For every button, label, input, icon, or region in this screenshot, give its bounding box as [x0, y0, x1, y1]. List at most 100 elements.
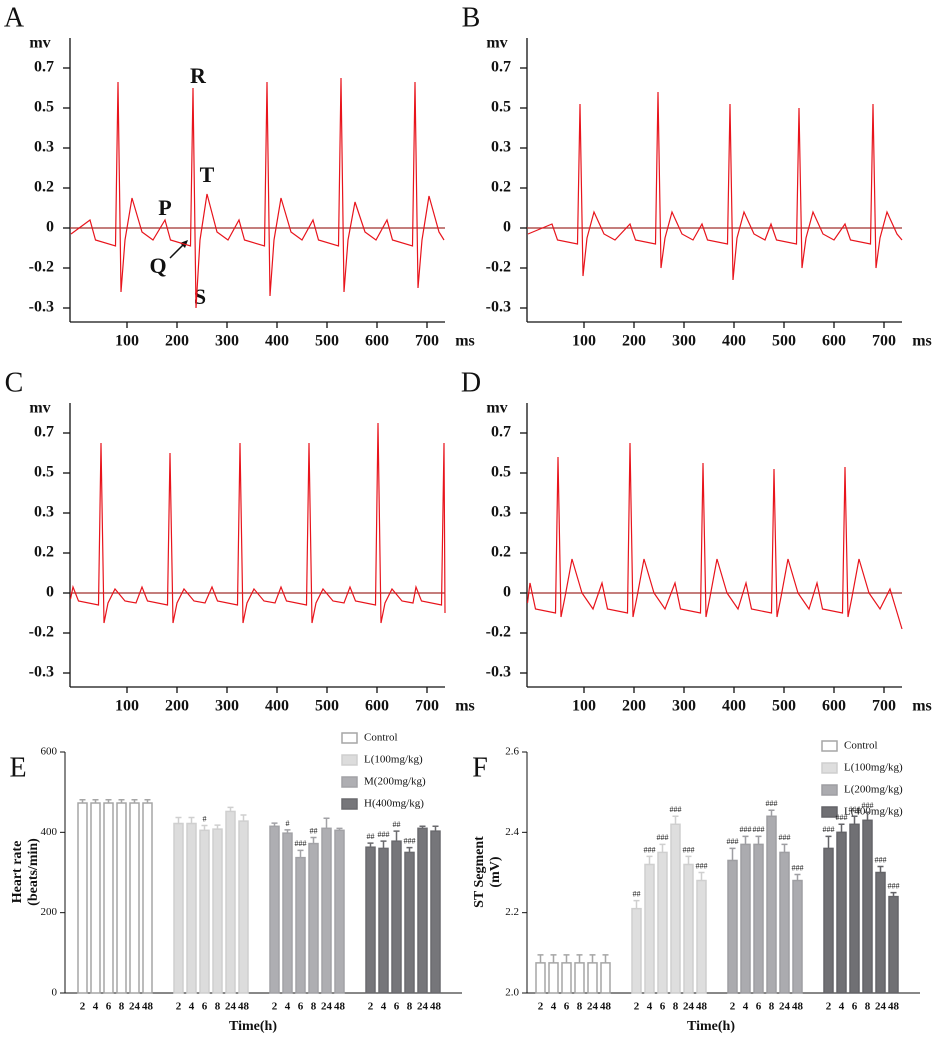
significance-label: ### [823, 825, 835, 834]
panel-label: B [462, 2, 481, 33]
error-bar [659, 843, 666, 853]
error-bar [589, 954, 596, 963]
x-tick-label: 100 [115, 698, 139, 715]
significance-label: ### [875, 855, 887, 864]
y-tick-label: 0.5 [491, 99, 511, 116]
error-bar [297, 849, 304, 858]
y-tick-label: 200 [41, 906, 58, 918]
significance-label: # [286, 819, 290, 828]
x-tick-label: 8 [577, 1001, 583, 1013]
significance-label: ### [670, 805, 682, 814]
x-tick-label: 2 [634, 1001, 640, 1013]
error-bar [698, 871, 705, 881]
error-bar [214, 824, 221, 830]
x-tick-label: 300 [672, 698, 696, 715]
significance-label: ### [295, 839, 307, 848]
significance-label: ### [862, 801, 874, 810]
bar [77, 802, 88, 994]
bar [103, 802, 114, 994]
error-bar [563, 954, 570, 963]
bar [90, 802, 101, 994]
x-tick-label: 48 [142, 1001, 154, 1013]
y-tick-label: 0.5 [34, 99, 54, 116]
panel-label: A [4, 2, 25, 33]
y-tick-label: 2.4 [505, 826, 519, 838]
significance-label: ## [633, 889, 641, 898]
bar [657, 851, 668, 994]
bar [225, 810, 236, 994]
x-axis-label: Time(h) [687, 1019, 735, 1034]
bar [740, 843, 751, 994]
x-tick-label: 700 [415, 698, 439, 715]
error-bar [550, 954, 557, 963]
x-tick-label: 500 [315, 698, 339, 715]
y-tick-label: 0.5 [491, 464, 511, 481]
legend-label: H(400mg/kg) [364, 798, 424, 810]
error-bar [742, 835, 749, 845]
bar [753, 843, 764, 994]
bar [600, 962, 611, 994]
error-bar [227, 806, 234, 812]
legend-label: L(100mg/kg) [844, 762, 903, 774]
bar [631, 907, 642, 994]
x-axis-label: ms [912, 698, 932, 715]
x-tick-label: 500 [772, 333, 796, 350]
panel-label: F [472, 752, 488, 783]
bar [142, 802, 153, 994]
error-bar [201, 824, 208, 831]
y-axis-label: mv [29, 35, 50, 52]
x-tick-label: 6 [852, 1001, 858, 1013]
bar [792, 879, 803, 994]
significance-label: ### [766, 799, 778, 808]
y-tick-label: 2.2 [505, 906, 519, 918]
x-tick-label: 2 [80, 1001, 86, 1013]
bar [548, 962, 559, 994]
x-tick-label: 48 [696, 1001, 708, 1013]
x-tick-label: 2 [272, 1001, 278, 1013]
x-tick-label: 500 [315, 333, 339, 350]
x-tick-label: 700 [872, 333, 896, 350]
bar [365, 846, 376, 994]
x-tick-label: 300 [215, 333, 239, 350]
significance-label: ## [393, 820, 401, 829]
y-tick-label: 0 [46, 219, 54, 236]
error-bar [729, 847, 736, 861]
x-tick-label: 400 [265, 698, 289, 715]
error-bar [118, 799, 125, 804]
error-bar [131, 799, 138, 804]
y-tick-label: 0.3 [34, 504, 54, 521]
error-bar [755, 835, 762, 845]
bar [282, 832, 293, 994]
x-tick-label: 200 [622, 333, 646, 350]
y-tick-label: 0.7 [34, 59, 54, 76]
x-tick-label: 6 [564, 1001, 570, 1013]
x-tick-label: 24 [779, 1001, 791, 1013]
y-tick-label: 0 [52, 987, 58, 999]
y-tick-label: 400 [41, 826, 58, 838]
x-tick-label: 300 [215, 698, 239, 715]
bar [888, 895, 899, 994]
bar [587, 962, 598, 994]
x-axis-label: ms [455, 698, 475, 715]
bar [129, 802, 140, 994]
y-axis-label: mv [486, 400, 507, 417]
x-tick-label: 400 [722, 333, 746, 350]
legend-label: M(200mg/kg) [364, 776, 426, 788]
bar [727, 859, 738, 994]
significance-label: ### [644, 845, 656, 854]
significance-label: ### [727, 837, 739, 846]
x-tick-label: 8 [673, 1001, 679, 1013]
legend-swatch [341, 798, 358, 810]
legend-label: L(400mg/kg) [844, 806, 903, 818]
significance-label: ### [779, 833, 791, 842]
x-tick-label: 48 [334, 1001, 346, 1013]
x-tick-label: 2 [538, 1001, 544, 1013]
y-tick-label: 0.3 [491, 139, 511, 156]
x-tick-label: 4 [93, 1001, 99, 1013]
x-tick-label: 2 [176, 1001, 182, 1013]
ecg-trace [527, 91, 903, 281]
x-tick-label: 700 [415, 333, 439, 350]
bar [308, 842, 319, 994]
x-tick-label: 400 [265, 333, 289, 350]
x-tick-label: 600 [365, 698, 389, 715]
